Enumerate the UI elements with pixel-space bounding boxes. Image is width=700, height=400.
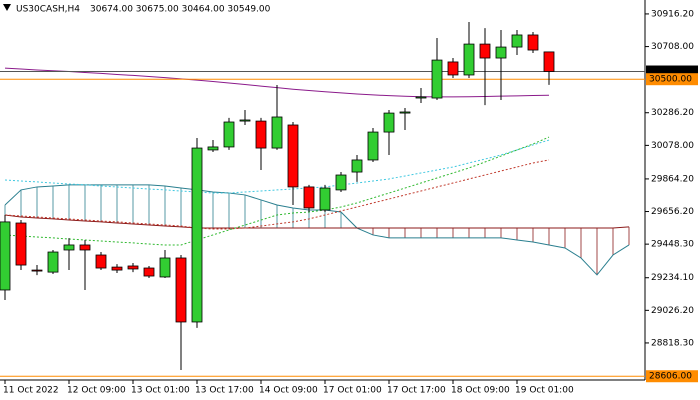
candle-body bbox=[527, 34, 539, 51]
candle-body bbox=[463, 43, 475, 76]
candle-body bbox=[95, 254, 107, 269]
candle-body bbox=[367, 131, 379, 161]
x-tick-label: 17 Oct 01:00 bbox=[323, 386, 382, 396]
x-tick-label: 13 Oct 17:00 bbox=[195, 386, 254, 396]
candle-body bbox=[79, 244, 91, 251]
indicator-line bbox=[4, 136, 550, 246]
x-tick-label: 13 Oct 01:00 bbox=[131, 386, 190, 396]
y-tick-label: 29448.30 bbox=[651, 240, 694, 250]
price-label: 28606.00 bbox=[649, 372, 692, 382]
candle-body bbox=[431, 59, 443, 99]
y-tick-label: 29656.20 bbox=[651, 207, 694, 217]
candle-body bbox=[543, 51, 555, 72]
cloud-span-b bbox=[4, 214, 630, 229]
candle-body bbox=[47, 251, 59, 273]
y-tick-label: 29864.20 bbox=[651, 174, 694, 184]
candle-body bbox=[319, 187, 331, 211]
candle-body bbox=[207, 146, 219, 151]
candle-body bbox=[15, 222, 27, 266]
candle-body bbox=[287, 124, 299, 188]
y-tick-label: 30078.00 bbox=[651, 141, 694, 151]
candle-body bbox=[159, 257, 171, 278]
x-tick-label: 19 Oct 01:00 bbox=[515, 386, 574, 396]
indicator-line bbox=[4, 159, 550, 230]
x-tick-label: 14 Oct 09:00 bbox=[259, 386, 318, 396]
price-label: 30549.00 bbox=[649, 67, 692, 77]
candle-body bbox=[239, 119, 251, 122]
candle-body bbox=[223, 121, 235, 148]
candle-body bbox=[31, 269, 43, 272]
candle-body bbox=[191, 147, 203, 323]
candle-body bbox=[271, 116, 283, 149]
x-tick-label: 17 Oct 17:00 bbox=[387, 386, 446, 396]
candle-body bbox=[143, 267, 155, 277]
price-label-box bbox=[646, 370, 698, 383]
candle-body bbox=[175, 257, 187, 323]
candle-body bbox=[351, 159, 363, 173]
y-tick-label: 28818.30 bbox=[651, 338, 694, 348]
candle-body bbox=[415, 96, 427, 99]
candle-body bbox=[495, 46, 507, 59]
x-tick-label: 18 Oct 09:00 bbox=[451, 386, 510, 396]
candle-body bbox=[479, 43, 491, 59]
x-tick-label: 12 Oct 09:00 bbox=[67, 386, 126, 396]
y-tick-label: 30916.20 bbox=[651, 9, 694, 19]
candle-body bbox=[447, 61, 459, 76]
candle-body bbox=[335, 174, 347, 191]
x-tick-label: 11 Oct 2022 bbox=[3, 386, 59, 396]
price-label: 30500.00 bbox=[649, 75, 692, 85]
candle-body bbox=[111, 266, 123, 271]
cloud-span-a bbox=[4, 184, 630, 276]
indicator-line bbox=[4, 139, 550, 194]
candle-body bbox=[63, 244, 75, 251]
candle-body bbox=[127, 265, 139, 270]
candle-body bbox=[399, 111, 411, 114]
price-label-box bbox=[646, 73, 698, 86]
candle-body bbox=[0, 221, 11, 291]
candle-body bbox=[255, 120, 267, 149]
y-tick-label: 30286.20 bbox=[651, 108, 694, 118]
y-tick-label: 29234.10 bbox=[651, 273, 694, 283]
chart-title: US30CASH,H4 bbox=[16, 5, 80, 15]
candle-body bbox=[511, 34, 523, 48]
y-tick-label: 29026.20 bbox=[651, 306, 694, 316]
menu-triangle bbox=[3, 4, 11, 11]
candle-body bbox=[303, 186, 315, 209]
ohlc-text: 30674.00 30675.00 30464.00 30549.00 bbox=[90, 5, 271, 15]
y-tick-label: 30708.00 bbox=[651, 42, 694, 52]
candle-body bbox=[383, 112, 395, 133]
